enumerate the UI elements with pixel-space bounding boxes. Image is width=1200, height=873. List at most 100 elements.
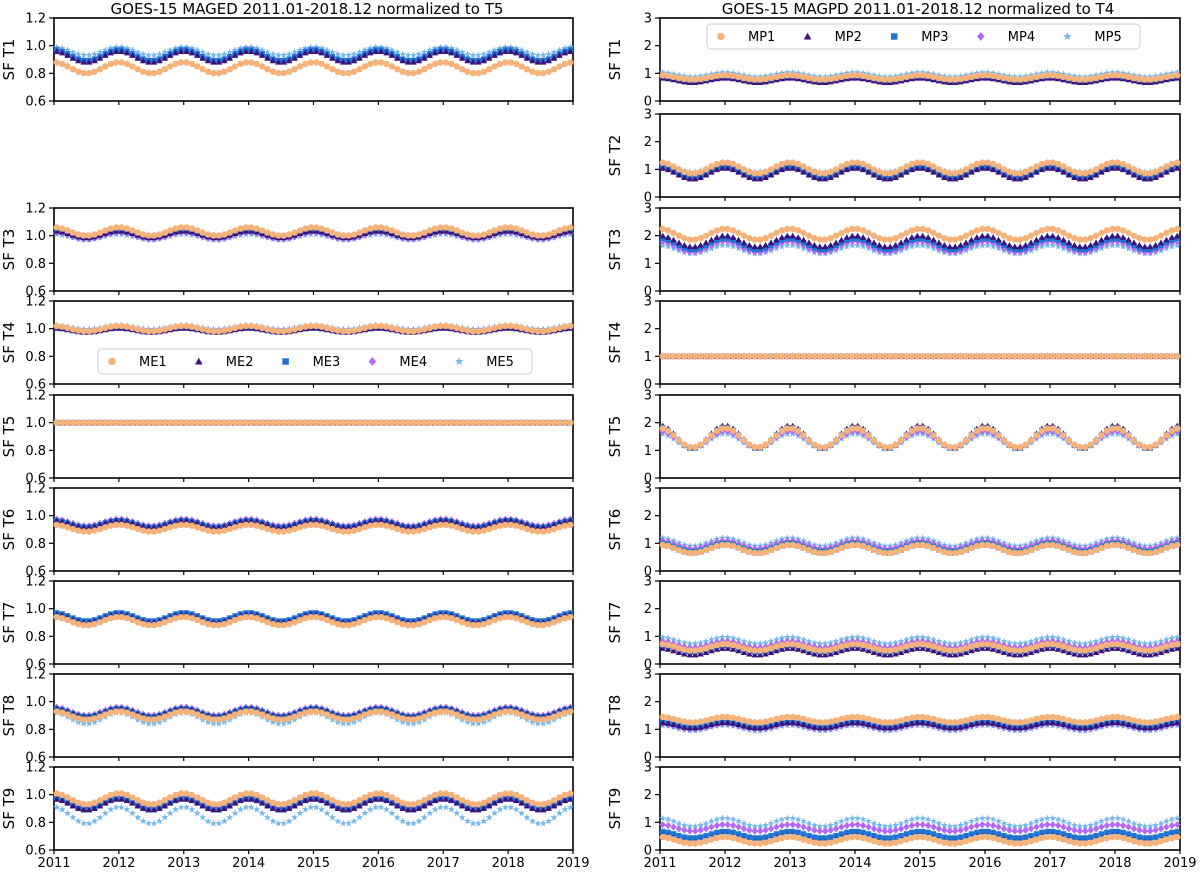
data-point-series-1 [91, 419, 98, 426]
data-point-series-1 [545, 527, 552, 534]
data-point-series-5 [480, 50, 488, 58]
data-point-series-1 [540, 232, 547, 239]
data-point-series-1 [280, 232, 287, 239]
data-point-series-5 [204, 817, 212, 825]
left-panel-6: 0.60.81.01.2SF T6 [0, 482, 574, 580]
data-point-series-1 [118, 521, 125, 528]
data-point-series-1 [523, 797, 531, 804]
data-point-series-1 [291, 797, 298, 804]
data-point-series-1 [410, 528, 417, 535]
data-point-series-1 [437, 708, 444, 715]
data-point-series-1 [952, 76, 959, 83]
data-point-series-2 [167, 52, 174, 58]
y-tick-label: 1.0 [25, 416, 46, 431]
data-point-series-5 [177, 803, 185, 811]
data-point-series-1 [1119, 72, 1127, 80]
data-point-series-1 [550, 326, 558, 333]
data-point-series-1 [1098, 73, 1105, 81]
data-point-series-1 [367, 60, 374, 68]
data-point-series-1 [404, 232, 412, 239]
data-point-series-5 [258, 809, 266, 817]
data-point-series-1 [421, 326, 428, 333]
data-point-series-1 [513, 60, 520, 68]
data-point-series-1 [1038, 160, 1046, 168]
data-point-series-5 [280, 51, 288, 59]
data-point-series-1 [692, 76, 699, 83]
data-point-series-2 [550, 54, 558, 61]
data-point-series-1 [475, 716, 482, 723]
data-point-series-2 [91, 57, 98, 64]
data-point-series-1 [529, 231, 536, 238]
legend-marker-3 [282, 358, 289, 365]
data-point-series-1 [523, 713, 531, 720]
data-point-series-5 [215, 819, 223, 827]
y-tick-label: 0.6 [25, 285, 46, 300]
data-point-series-2 [102, 52, 109, 58]
data-point-series-1 [1103, 72, 1111, 80]
data-point-series-1 [399, 68, 406, 75]
data-point-series-5 [458, 813, 466, 821]
data-point-series-1 [177, 790, 185, 797]
y-tick-label: 0.8 [25, 67, 46, 82]
data-point-series-1 [291, 229, 298, 236]
data-point-series-1 [502, 224, 509, 231]
data-point-series-5 [550, 48, 558, 56]
data-point-series-5 [383, 805, 390, 813]
data-point-series-2 [80, 58, 87, 65]
data-point-series-1 [140, 527, 147, 534]
legend-label: ME3 [313, 355, 341, 370]
data-point-series-1 [258, 227, 266, 234]
data-point-series-2 [112, 48, 120, 54]
data-point-series-1 [523, 525, 531, 533]
data-point-series-1 [431, 225, 439, 232]
data-point-series-1 [941, 75, 948, 83]
data-point-series-5 [410, 819, 417, 827]
data-point-series-2 [345, 58, 352, 65]
data-point-series-1 [167, 324, 174, 332]
data-point-series-1 [269, 527, 277, 534]
data-point-series-1 [367, 225, 374, 232]
data-point-series-5 [550, 813, 558, 821]
data-point-series-1 [1174, 72, 1181, 79]
data-point-series-1 [464, 231, 471, 238]
data-point-series-5 [85, 819, 93, 827]
left-panel-7: 0.60.81.01.2SF T7 [0, 575, 574, 673]
data-point-series-2 [475, 58, 482, 65]
y-axis-label: SF T8 [0, 695, 18, 737]
y-axis-label: SF T4 [0, 322, 18, 364]
data-point-series-1 [167, 63, 174, 70]
data-point-series-1 [102, 227, 109, 234]
data-point-series-5 [393, 813, 401, 821]
data-point-series-5 [399, 817, 407, 825]
data-point-series-1 [118, 224, 125, 231]
data-point-series-1 [194, 794, 201, 801]
data-point-series-1 [410, 232, 417, 239]
data-point-series-1 [226, 229, 233, 236]
data-point-series-1 [941, 168, 948, 176]
data-point-series-1 [286, 231, 293, 238]
data-point-series-1 [659, 159, 666, 166]
data-point-series-1 [507, 521, 514, 528]
data-point-series-1 [58, 522, 66, 529]
data-point-series-1 [491, 524, 498, 531]
data-point-series-1 [361, 324, 369, 332]
data-point-series-2 [491, 52, 498, 58]
data-point-series-2 [296, 52, 304, 58]
data-point-series-1 [523, 326, 531, 333]
data-point-series-1 [1130, 74, 1138, 82]
data-point-series-1 [172, 615, 179, 622]
data-point-series-2 [415, 57, 423, 64]
data-point-series-1 [1082, 76, 1089, 83]
data-point-series-2 [318, 49, 325, 56]
data-point-series-1 [442, 322, 450, 330]
data-point-series-1 [264, 66, 271, 73]
data-point-series-1 [242, 322, 250, 330]
y-tick-label: 1.2 [25, 668, 46, 683]
data-point-series-5 [404, 819, 412, 827]
data-point-series-1 [107, 791, 115, 799]
data-point-series-1 [1022, 75, 1029, 83]
data-point-series-2 [248, 48, 255, 54]
data-point-series-1 [778, 160, 786, 168]
data-point-series-1 [194, 324, 201, 332]
data-point-series-1 [897, 74, 905, 82]
